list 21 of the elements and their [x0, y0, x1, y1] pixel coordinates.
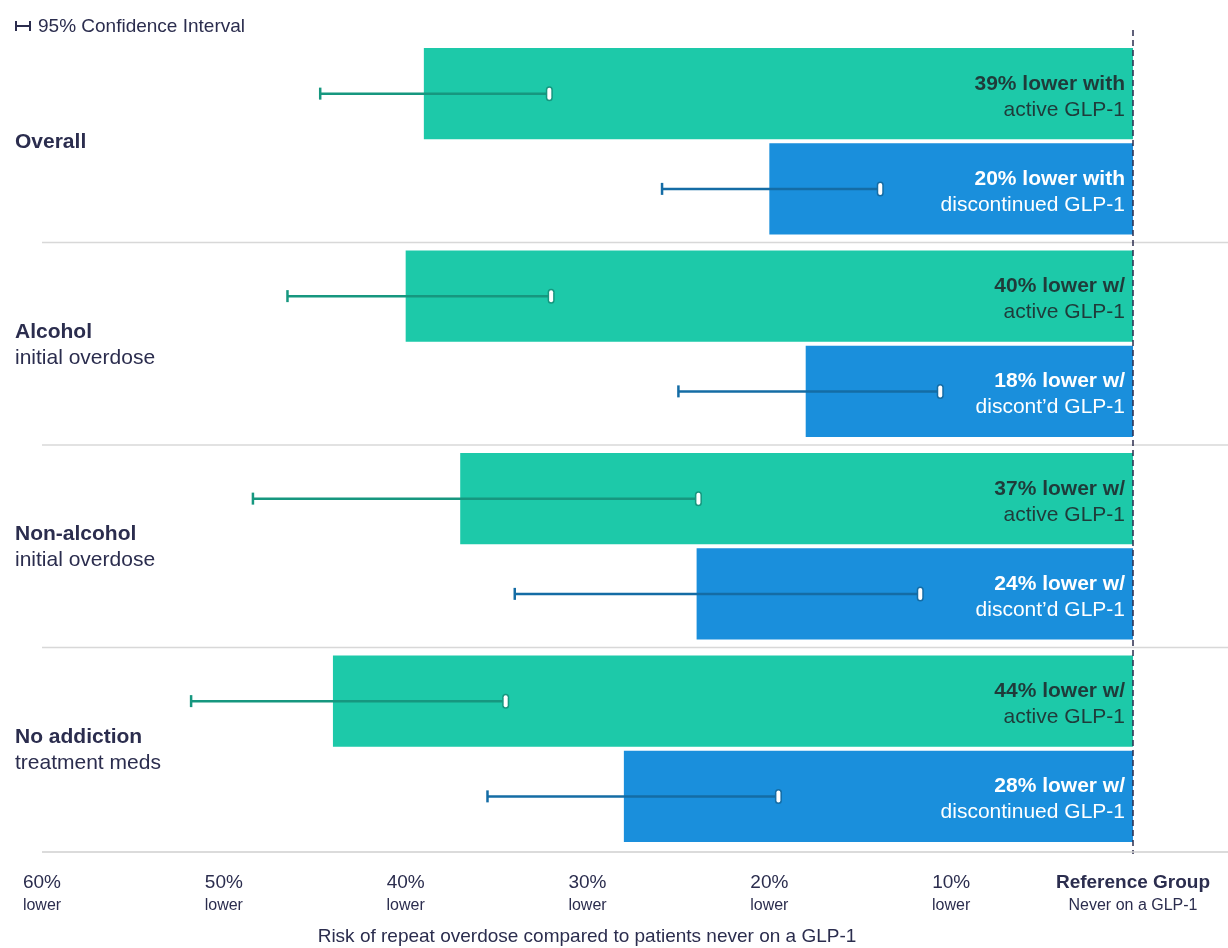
x-tick-label: 50% lower — [204, 871, 244, 913]
y-tick-label: Non-alcohol initial overdose — [15, 521, 156, 571]
data-label: 20% lower with discontinued GLP-1 — [940, 165, 1125, 215]
x-axis-title: Risk of repeat overdose compared to patients never on a GLP-1 — [317, 925, 857, 946]
x-tick-label: 10% lower — [932, 871, 971, 913]
y-tick-label: Overall — [15, 129, 87, 153]
data-label: 37% lower w/ active GLP-1 — [994, 475, 1126, 525]
x-tick-label: Reference Group Never on a GLP-1 — [1055, 871, 1211, 913]
data-label: 39% lower with active GLP-1 — [974, 70, 1125, 120]
data-label: 44% lower w/ active GLP-1 — [994, 678, 1126, 728]
data-label: 18% lower w/ discont’d GLP-1 — [975, 368, 1126, 418]
y-tick-label: Alcohol initial overdose — [15, 318, 156, 368]
data-label: 24% lower w/ discont’d GLP-1 — [975, 570, 1126, 620]
x-tick-label: 30% lower — [568, 871, 608, 913]
data-label: 28% lower w/ discontinued GLP-1 — [940, 773, 1126, 823]
x-tick-label: 20% lower — [750, 871, 790, 913]
x-tick-label: 60% lower — [22, 871, 62, 913]
annotation: 95% Confidence Interval — [38, 15, 246, 36]
data-label: 40% lower w/ active GLP-1 — [994, 273, 1126, 323]
x-tick-label: 40% lower — [386, 871, 426, 913]
y-tick-label: No addiction treatment meds — [15, 723, 161, 773]
